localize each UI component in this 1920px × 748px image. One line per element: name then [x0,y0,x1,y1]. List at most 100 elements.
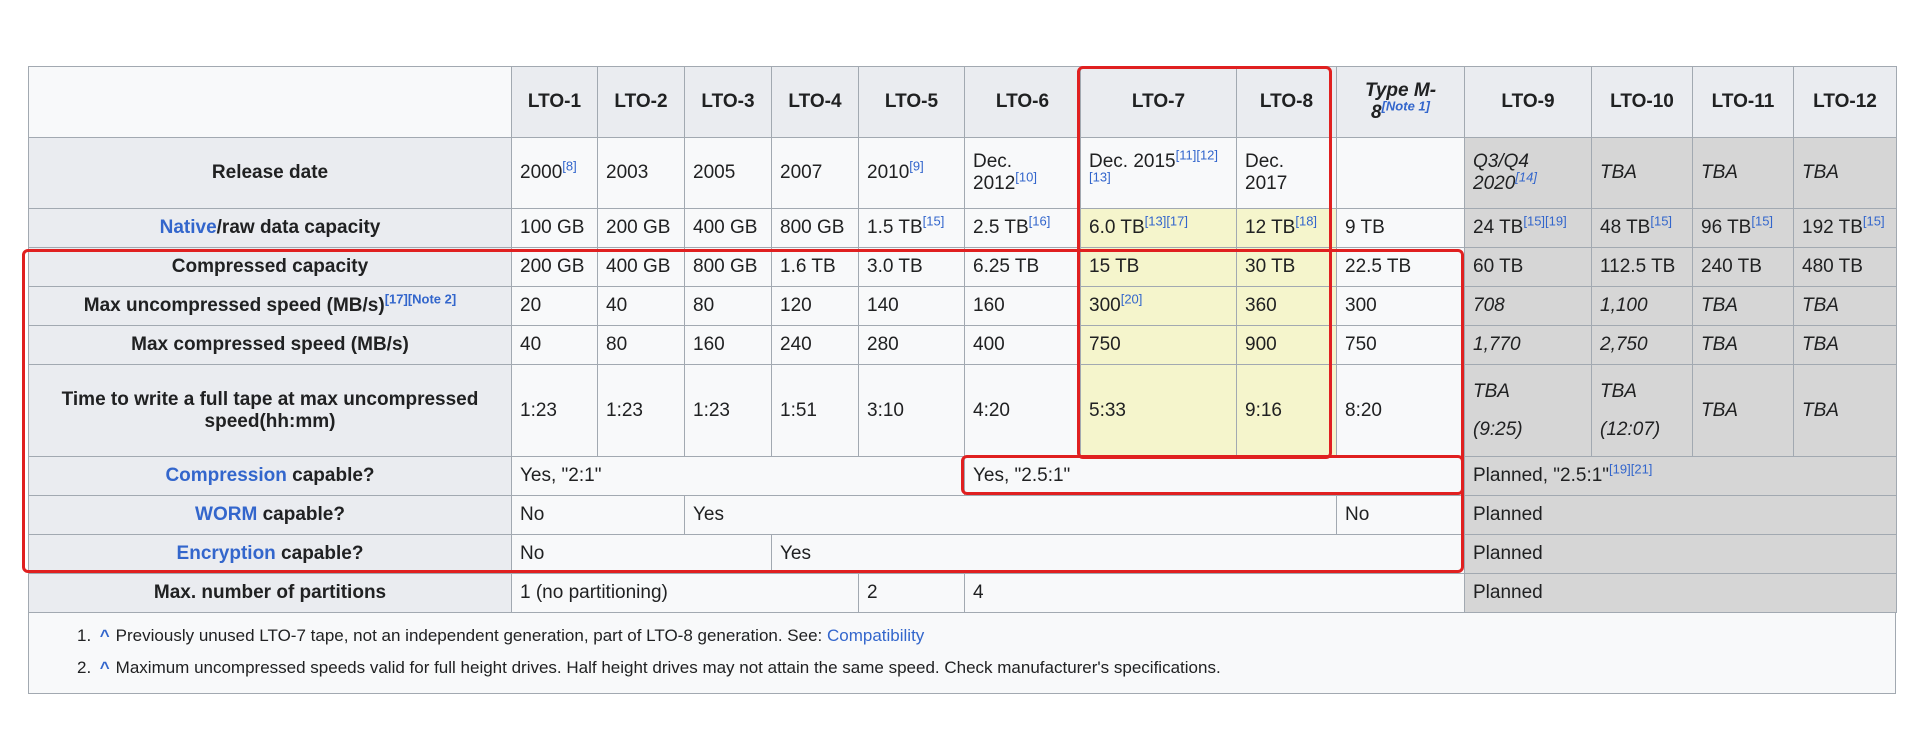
cell: 160 [684,325,772,365]
cell: 1.6 TB [771,247,859,287]
cell-value: TBA [1701,162,1738,183]
cell: 750 [1080,325,1237,365]
cell: No [511,495,685,535]
cell: 9 TB [1336,208,1465,248]
row-label: Max uncompressed speed (MB/s)[17][Note 2… [28,286,512,326]
cell: 1.5 TB[15] [858,208,965,248]
ref-link[interactable]: [16] [1028,213,1051,229]
cell-value: 1,100 [1600,295,1648,316]
cell [1336,137,1465,209]
compression-link[interactable]: Compression [165,465,287,486]
cell-value: 6.0 TB [1089,217,1145,238]
col-lto-8: LTO-8 [1236,66,1337,138]
cell: Yes [771,534,1465,574]
cell: 120 [771,286,859,326]
cell: TBA [1793,325,1897,365]
cell: No [1336,495,1465,535]
cell: 112.5 TB [1591,247,1693,287]
cell-value: 200 GB [606,217,671,238]
cell: TBA [1793,364,1897,457]
cell-value: 2.5 TB [973,217,1029,238]
row-compressed-speed: Max compressed speed (MB/s) 40 80 160 240 28… [28,325,1897,365]
ref-link[interactable]: [14] [1515,169,1537,185]
lto-comparison: LTO-1 LTO-2 LTO-3 LTO-4 LTO-5 LTO-6 LTO-… [28,66,1897,694]
row-compressed-capacity: Compressed capacity 200 GB 400 GB 800 GB 1.… [28,247,1897,287]
cell-value: 400 GB [693,217,758,238]
cell: TBA [1692,325,1794,365]
cell-value: 140 [867,295,899,316]
col-lto-9: LTO-9 [1464,66,1592,138]
ref-link[interactable]: [15] [1862,213,1885,229]
cell: 2003 [597,137,685,209]
cell-value: Dec. 2015 [1089,151,1176,172]
cell: TBA [1793,137,1897,209]
cell: 400 GB [684,208,772,248]
ref-link[interactable]: [18] [1295,213,1318,229]
cell: 80 [597,325,685,365]
cell: 1 (no partitioning) [511,573,859,613]
cell: 40 [597,286,685,326]
cell: 300[20] [1080,286,1237,326]
cell-value: TBA [1701,295,1738,316]
ref-link[interactable]: [15] [1650,213,1673,229]
row-label: Release date [28,137,512,209]
backlink-caret[interactable]: ^ [99,658,110,677]
ref-link[interactable]: [20] [1120,291,1143,307]
cell-value: TBA [1600,380,1637,402]
row-release-date: Release date 2000[8] 2003 2005 2007 2010[9] D… [28,137,1897,209]
row-uncompressed-speed: Max uncompressed speed (MB/s)[17][Note 2… [28,286,1897,326]
cell: Dec. 2015[11][12][13] [1080,137,1237,209]
col-lto-5: LTO-5 [858,66,965,138]
cell: 20 [511,286,598,326]
cell-value: 1.5 TB [867,217,923,238]
cell: Planned [1464,534,1897,574]
backlink-caret[interactable]: ^ [99,626,110,645]
worm-link[interactable]: WORM [195,504,258,525]
cell: TBA (9:25) [1464,364,1592,457]
ref-link[interactable]: [10] [1015,169,1037,185]
col-lto-7: LTO-7 [1080,66,1237,138]
cell: 96 TB[15] [1692,208,1794,248]
cell: 3:10 [858,364,965,457]
cell: Planned [1464,573,1897,613]
note-1-link[interactable]: [Note 1] [1381,98,1430,114]
ref-link[interactable]: [15] [922,213,945,229]
cell-value: 120 [780,295,812,316]
ref-link[interactable]: [17][Note 2] [384,291,457,307]
ref-link[interactable]: [15][19] [1523,213,1567,229]
row-write-time: Time to write a full tape at max uncompr… [28,364,1897,457]
cell: TBA [1591,137,1693,209]
cell: 2007 [771,137,859,209]
compatibility-link[interactable]: Compatibility [827,626,925,645]
row-compression: Compression capable? Yes, "2:1" Yes, "2.… [28,456,1897,496]
ref-link[interactable]: [13][17] [1144,213,1189,229]
ref-link[interactable]: [19][21] [1609,461,1653,477]
row-encryption: Encryption capable? No Yes Planned [28,534,1897,574]
cell-value: Dec. 2017 [1245,151,1288,194]
ref-link[interactable]: [9] [909,158,924,174]
cell: 1:23 [597,364,685,457]
cell: 240 [771,325,859,365]
cell: 800 GB [684,247,772,287]
row-label: Native/raw data capacity [28,208,512,248]
ref-link[interactable]: [11][12][13] [1089,147,1219,185]
cell-value: 80 [693,295,715,316]
row-label: Max compressed speed (MB/s) [28,325,512,365]
ref-link[interactable]: [15] [1751,213,1774,229]
ref-link[interactable]: [8] [562,158,577,174]
native-link[interactable]: Native [159,217,217,238]
col-lto-1: LTO-1 [511,66,598,138]
cell: 200 GB [597,208,685,248]
cell-value: 2000 [520,162,563,183]
cell: 2010[9] [858,137,965,209]
cell-value: 40 [606,295,628,316]
cell: TBA [1692,137,1794,209]
cell: 1:51 [771,364,859,457]
cell: 300 [1336,286,1465,326]
type-m8-label: Type M-8 [1364,80,1437,123]
row-label: Compression capable? [28,456,512,496]
cell: 400 [964,325,1081,365]
encryption-link[interactable]: Encryption [176,543,276,564]
col-lto-12: LTO-12 [1793,66,1897,138]
cell: 6.0 TB[13][17] [1080,208,1237,248]
